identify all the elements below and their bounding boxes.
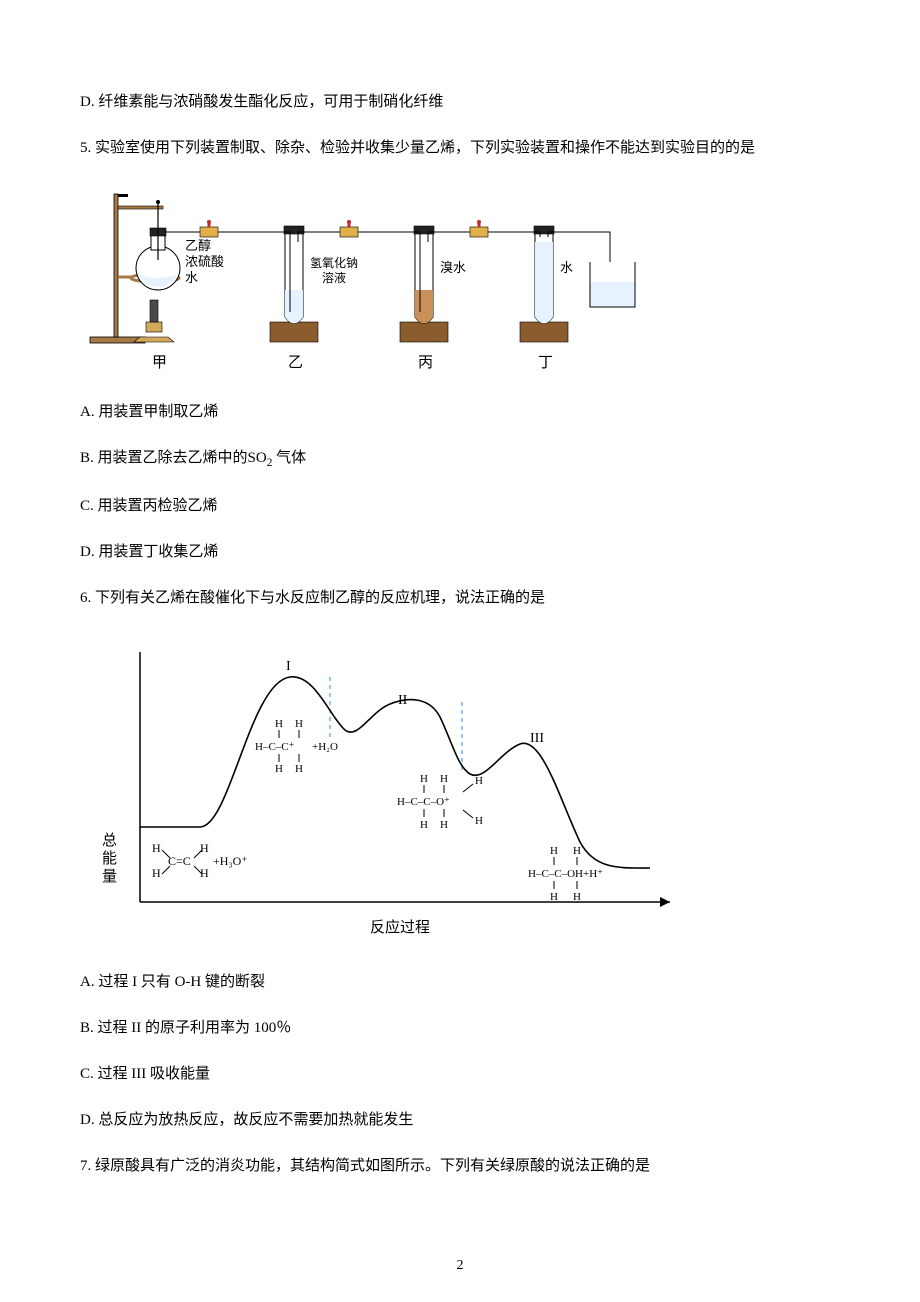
svg-text:I: I [286,659,291,674]
svg-text:H: H [550,845,558,857]
svg-text:甲: 甲 [152,355,167,371]
svg-text:H–C–C⁺: H–C–C⁺ [255,741,295,753]
svg-text:H: H [295,763,303,775]
q5-b-pre: B. 用装置乙除去乙烯中的 [80,450,248,466]
beaker [590,262,635,307]
svg-text:II: II [398,693,408,708]
q5-b-post: 气体 [272,450,306,466]
svg-text:总能量: 总能量 [100,832,117,886]
svg-text:反应过程: 反应过程 [370,918,430,936]
svg-text:+H₂O: +H₂O [312,741,338,753]
svg-text:H: H [475,815,483,827]
svg-text:H: H [295,718,303,730]
q5-option-c: C. 用装置丙检验乙烯 [80,494,840,518]
svg-text:水: 水 [560,260,573,275]
svg-text:丁: 丁 [538,355,553,371]
q6-option-c: C. 过程 III 吸收能量 [80,1062,840,1086]
svg-text:H: H [475,775,483,787]
svg-text:溴水: 溴水 [440,260,466,275]
q6-stem: 6. 下列有关乙烯在酸催化下与水反应制乙醇的反应机理，说法正确的是 [80,586,840,610]
q5-option-b: B. 用装置乙除去乙烯中的SO2 气体 [80,446,840,472]
q5-option-a: A. 用装置甲制取乙烯 [80,400,840,424]
svg-text:H: H [152,866,161,880]
svg-text:H: H [275,718,283,730]
svg-text:H: H [200,841,209,855]
apparatus-yi: 氢氧化钠 溶液 [218,220,358,342]
q5-stem: 5. 实验室使用下列装置制取、除杂、检验并收集少量乙烯，下列实验装置和操作不能达… [80,136,840,160]
svg-text:H: H [573,891,581,903]
svg-text:H: H [275,763,283,775]
svg-text:H–C–C–OH+H⁺: H–C–C–OH+H⁺ [528,868,603,880]
svg-text:C=C: C=C [168,854,191,868]
svg-text:溶液: 溶液 [322,270,346,285]
svg-text:H: H [550,891,558,903]
svg-text:+H₃O⁺: +H₃O⁺ [213,854,248,868]
svg-text:III: III [530,731,544,746]
q6-energy-diagram: 总能量 反应过程 I II III H H C=C H H [80,632,840,952]
q7-stem: 7. 绿原酸具有广泛的消炎功能，其结构简式如图所示。下列有关绿原酸的说法正确的是 [80,1154,840,1178]
svg-text:H: H [420,819,428,831]
q5-apparatus-figure: 乙醇 浓硫酸 水 氢氧化钠 [80,182,840,382]
svg-text:乙醇: 乙醇 [185,238,211,253]
svg-text:H: H [440,773,448,785]
svg-text:H: H [420,773,428,785]
q4-option-d: D. 纤维素能与浓硝酸发生酯化反应，可用于制硝化纤维 [80,90,840,114]
q6-option-b: B. 过程 II 的原子利用率为 100％ [80,1016,840,1040]
svg-text:乙: 乙 [288,355,303,371]
svg-text:H: H [573,845,581,857]
svg-text:H: H [152,841,161,855]
svg-text:H–C–C–O⁺: H–C–C–O⁺ [397,796,450,808]
apparatus-jia: 乙醇 浓硫酸 水 [90,194,224,343]
svg-text:丙: 丙 [418,355,433,371]
svg-text:H: H [440,819,448,831]
apparatus-ding: 水 [488,226,635,342]
q6-option-a: A. 过程 I 只有 O-H 键的断裂 [80,970,840,994]
q5-option-d: D. 用装置丁收集乙烯 [80,540,840,564]
apparatus-bing: 溴水 [358,220,488,342]
stopcock-1 [200,220,218,237]
stopcock-2 [340,220,358,237]
q5-b-formula: SO [248,450,267,466]
q6-option-d: D. 总反应为放热反应，故反应不需要加热就能发生 [80,1108,840,1132]
svg-text:水: 水 [185,270,198,285]
svg-text:氢氧化钠: 氢氧化钠 [310,255,358,270]
stopcock-3 [470,220,488,237]
page-number: 2 [0,1258,920,1274]
svg-text:浓硫酸: 浓硫酸 [185,254,224,269]
